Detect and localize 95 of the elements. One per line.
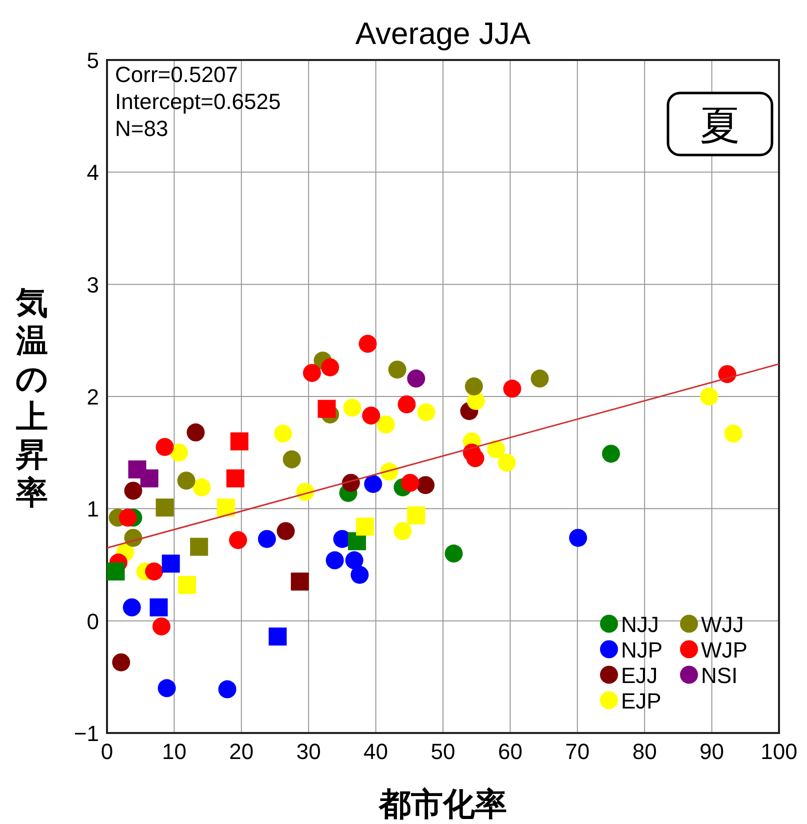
- point: [407, 370, 426, 388]
- point: [177, 472, 196, 490]
- x-tick-label: 30: [296, 739, 321, 764]
- point: [290, 572, 309, 591]
- point: [487, 440, 506, 458]
- point: [356, 518, 374, 536]
- point: [569, 528, 588, 547]
- y-axis-title: 気温の上昇率: [15, 284, 48, 510]
- point: [343, 398, 362, 417]
- point: [276, 522, 295, 540]
- legend-label: NJJ: [621, 612, 659, 637]
- y-tick-label: 2: [86, 384, 99, 410]
- point: [216, 498, 235, 517]
- point: [417, 403, 436, 422]
- point: [394, 522, 412, 540]
- point: [112, 653, 130, 672]
- legend-label: NSI: [701, 662, 738, 688]
- point: [376, 416, 395, 434]
- point: [345, 551, 364, 570]
- point: [350, 566, 369, 584]
- point: [358, 334, 377, 353]
- point: [602, 444, 620, 463]
- point: [388, 360, 406, 379]
- point: [282, 450, 301, 468]
- point: [156, 438, 174, 456]
- annotation: Corr=0.5207: [115, 62, 238, 87]
- point: [724, 424, 742, 443]
- point: [364, 474, 382, 493]
- y-tick-label: 5: [86, 48, 99, 73]
- point: [466, 449, 484, 468]
- point: [124, 482, 142, 500]
- point: [401, 474, 420, 492]
- y-tick-label: −1: [74, 721, 99, 746]
- legend-label: NJP: [621, 637, 663, 662]
- point: [700, 388, 718, 406]
- x-tick-label: 60: [498, 739, 522, 764]
- point: [362, 406, 380, 425]
- point: [407, 506, 426, 524]
- point: [162, 554, 180, 573]
- point: [258, 530, 276, 548]
- label-box: 夏: [666, 92, 774, 156]
- point: [268, 628, 287, 646]
- point: [190, 538, 208, 556]
- point: [152, 617, 170, 636]
- point: [229, 531, 248, 550]
- legend-label: EJJ: [621, 662, 658, 688]
- point: [498, 454, 516, 472]
- point: [326, 551, 344, 570]
- annotation: 夏: [700, 104, 740, 148]
- point: [318, 400, 336, 418]
- legend-label: EJP: [621, 688, 662, 714]
- x-axis-title: 都市化率: [378, 786, 507, 822]
- point: [156, 498, 174, 517]
- point: [118, 508, 137, 527]
- x-tick-label: 10: [162, 739, 186, 764]
- point: [230, 432, 248, 450]
- point: [226, 469, 244, 488]
- x-tick-label: 80: [632, 739, 657, 764]
- x-tick-label: 20: [229, 739, 254, 764]
- point: [150, 598, 168, 616]
- point: [186, 423, 205, 442]
- point: [718, 365, 736, 384]
- annotation: N=83: [115, 116, 168, 141]
- x-tick-label: 50: [430, 739, 456, 764]
- y-tick-label: 0: [86, 608, 99, 634]
- point: [145, 562, 164, 580]
- legend-label: WJJ: [701, 612, 744, 637]
- chart-title: Average JJA: [355, 16, 531, 51]
- x-tick-label: 40: [364, 739, 388, 764]
- point: [218, 680, 236, 698]
- point: [444, 544, 463, 563]
- point: [398, 395, 416, 414]
- point: [503, 380, 522, 398]
- point: [416, 476, 435, 494]
- point: [178, 576, 196, 594]
- point: [530, 370, 549, 388]
- point: [170, 444, 188, 462]
- point: [192, 478, 211, 496]
- point: [158, 679, 176, 698]
- y-tick-label: 1: [86, 496, 99, 522]
- x-tick-label: 70: [565, 739, 590, 764]
- point: [140, 469, 158, 488]
- point: [464, 377, 483, 396]
- legend-label: WJP: [701, 637, 748, 662]
- annotation: Intercept=0.6525: [115, 89, 281, 114]
- point: [274, 424, 292, 443]
- point: [466, 392, 485, 410]
- point: [106, 562, 125, 580]
- x-tick-label: 100: [760, 739, 798, 764]
- point: [302, 364, 321, 382]
- point: [122, 598, 141, 616]
- point: [321, 358, 340, 376]
- x-tick-label: 90: [700, 739, 724, 764]
- y-tick-label: 4: [86, 160, 99, 186]
- y-tick-label: 3: [86, 272, 99, 298]
